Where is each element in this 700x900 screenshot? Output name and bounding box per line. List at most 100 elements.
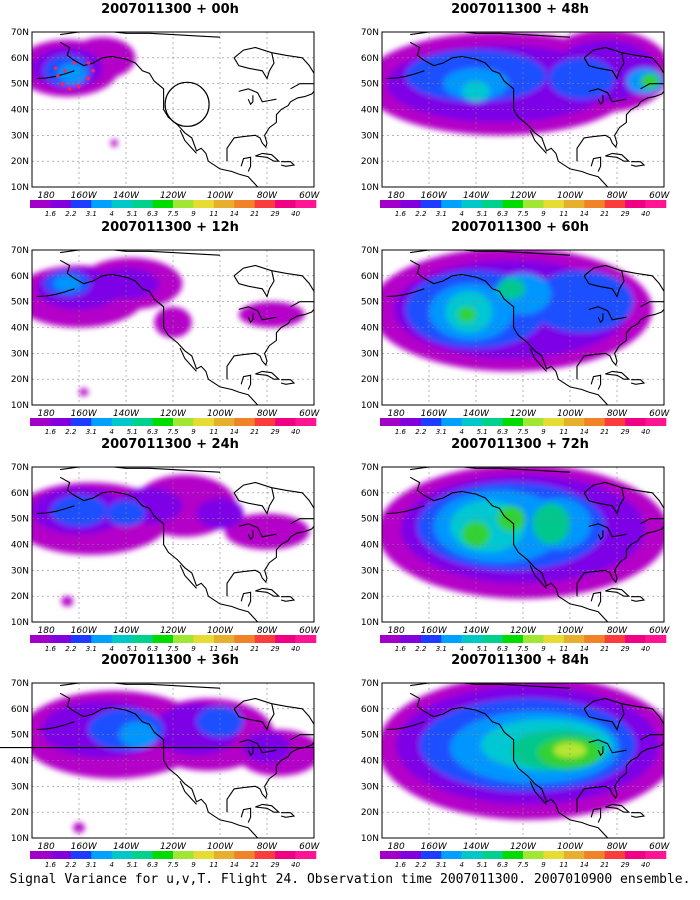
colorbar-swatch (275, 635, 296, 643)
coastline (260, 250, 282, 251)
observation-circle (164, 81, 210, 127)
panel-title: 2007011300 + 72h (451, 437, 589, 452)
colorbar-swatch (461, 418, 483, 426)
map-panel: 2007011300 + 12h 70N 60N 50N 40N 30N 20N 10N 180… (0, 218, 340, 436)
flight-track-point (63, 68, 67, 73)
latitude-label: 50N (11, 298, 29, 308)
map-plot: 70N 60N 50N 40N 30N 20N 10N 180 160W 140W 120W 100W… (361, 28, 671, 218)
variance-contour (57, 63, 87, 84)
latitude-label: 30N (11, 782, 29, 792)
colorbar-swatch (234, 418, 256, 426)
coastline (597, 95, 604, 106)
colorbar-label: 5.1 (127, 861, 138, 869)
longitude-label: 160W (71, 191, 98, 201)
coastline (240, 374, 252, 390)
coastline (605, 803, 631, 813)
colorbar-swatch (152, 635, 174, 643)
coastline (60, 32, 221, 38)
coastline (260, 683, 282, 684)
longitude-label: 160W (71, 842, 98, 852)
longitude-label: 160W (71, 409, 98, 419)
coastline (60, 250, 221, 256)
colorbar-swatch (254, 851, 276, 859)
colorbar-label: 29 (621, 645, 630, 653)
coastline (233, 697, 275, 731)
colorbar-swatch (645, 200, 667, 208)
colorbar-swatch (152, 418, 174, 426)
variance-contour (79, 388, 89, 396)
coastline (255, 803, 281, 813)
longitude-label: 140W (463, 409, 490, 419)
colorbar-label: 4 (459, 210, 463, 218)
colorbar-label: 1.6 (45, 210, 57, 218)
colorbar-swatch (584, 851, 606, 859)
variance-contour (497, 278, 526, 300)
longitude-label: 100W (557, 191, 584, 201)
flight-track-point (86, 76, 91, 81)
coastline (240, 807, 252, 823)
latitude-label: 50N (361, 80, 379, 90)
coastline (621, 52, 664, 90)
colorbar-label: 11 (209, 428, 218, 436)
colorbar-label: 6.3 (497, 861, 508, 869)
coastline (260, 32, 282, 33)
coastline (525, 32, 562, 33)
coastline (597, 313, 604, 324)
longitude-label: 120W (160, 626, 187, 636)
longitude-label: 80W (257, 409, 278, 419)
variance-contour (457, 306, 476, 323)
colorbar-swatch (645, 418, 667, 426)
longitude-label: 60W (649, 191, 670, 201)
longitude-label: 80W (607, 191, 628, 201)
colorbar-label: 21 (250, 428, 259, 436)
colorbar-label: 11 (209, 210, 218, 218)
colorbar-swatch (30, 418, 51, 426)
colorbar-label: 7.5 (167, 645, 179, 653)
colorbar-label: 2.2 (65, 645, 77, 653)
colorbar-swatch (295, 851, 317, 859)
latitude-label: 20N (11, 375, 29, 385)
longitude-label: 60W (299, 191, 320, 201)
latitude-label: 20N (361, 808, 379, 818)
colorbar-label: 2.2 (65, 210, 77, 218)
latitude-label: 10N (11, 401, 29, 411)
latitude-label: 20N (11, 592, 29, 602)
colorbar-swatch (543, 851, 565, 859)
latitude-label: 10N (361, 834, 379, 844)
variance-contour (497, 505, 526, 532)
colorbar-swatch (420, 418, 442, 426)
coastline (238, 739, 277, 754)
coastline (525, 683, 562, 684)
colorbar-label: 29 (271, 861, 280, 869)
colorbar-label: 9 (191, 645, 196, 653)
colorbar-label: 4 (459, 428, 463, 436)
colorbar-swatch (604, 200, 626, 208)
colorbar-swatch (132, 635, 153, 643)
longitude-label: 60W (649, 842, 670, 852)
longitude-label: 180 (38, 409, 55, 419)
latitude-label: 30N (11, 349, 29, 359)
colorbar-label: 6.3 (147, 861, 158, 869)
longitude-label: 60W (299, 842, 320, 852)
variance-contour (553, 742, 587, 758)
flight-track-point (60, 81, 65, 86)
coastline (240, 156, 252, 172)
flight-track-point (72, 61, 77, 65)
coastline (226, 309, 314, 380)
flight-track-point (53, 66, 58, 70)
longitude-label: 120W (160, 409, 187, 419)
variance-contour (461, 521, 491, 548)
latitude-label: 30N (11, 131, 29, 141)
latitude-label: 40N (11, 106, 29, 116)
flight-track-point (77, 84, 81, 89)
colorbar-label: 1.6 (395, 428, 407, 436)
coastline (316, 298, 330, 310)
colorbar-label: 1.6 (395, 210, 407, 218)
colorbar-label: 9 (191, 428, 196, 436)
longitude-label: 160W (71, 626, 98, 636)
coastline (610, 467, 632, 468)
latitude-label: 50N (11, 515, 29, 525)
colorbar-swatch (604, 418, 626, 426)
colorbar-swatch (173, 851, 194, 859)
colorbar-swatch (70, 851, 92, 859)
